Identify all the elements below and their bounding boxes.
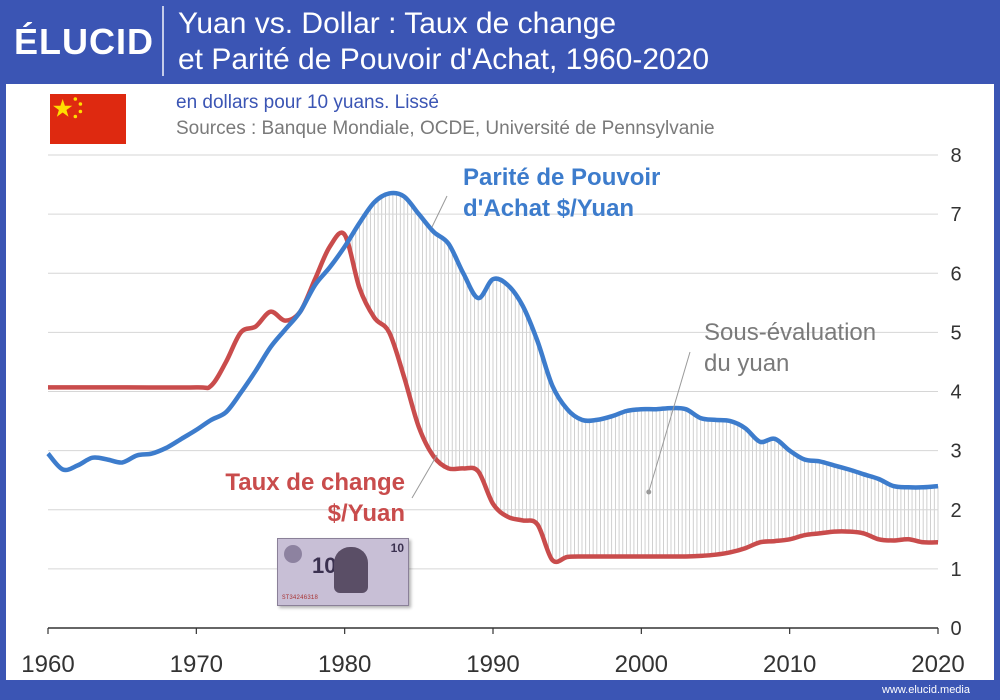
x-tick-label: 2020 bbox=[911, 651, 964, 678]
x-tick-label: 1960 bbox=[21, 651, 74, 678]
y-tick-label: 0 bbox=[950, 618, 961, 640]
y-tick-label: 5 bbox=[950, 322, 961, 344]
x-tick-label: 2000 bbox=[615, 651, 668, 678]
banknote-denomination: 10 bbox=[312, 553, 337, 578]
title-line-1: Yuan vs. Dollar : Taux de change bbox=[178, 7, 617, 40]
footer-url[interactable]: www.elucid.media bbox=[881, 684, 970, 696]
y-tick-label: 8 bbox=[950, 145, 961, 167]
exchange-label-leader bbox=[411, 454, 438, 499]
page-title: Yuan vs. Dollar : Taux de change et Pari… bbox=[178, 6, 988, 78]
y-tick-labels: 0 1 2 3 4 5 6 7 8 bbox=[950, 145, 961, 640]
chart-sources: Sources : Banque Mondiale, OCDE, Univers… bbox=[176, 118, 715, 139]
banknote-denomination-small: 10 bbox=[390, 541, 404, 555]
ppp-label-line-2: d'Achat $/Yuan bbox=[463, 195, 634, 222]
y-tick-label: 3 bbox=[950, 441, 961, 463]
chart-subtitle: en dollars pour 10 yuans. Lissé bbox=[176, 92, 439, 113]
y-tick-label: 2 bbox=[950, 500, 961, 522]
x-tick-label: 2010 bbox=[763, 651, 816, 678]
chart-panel bbox=[6, 84, 994, 680]
x-tick-label: 1970 bbox=[170, 651, 223, 678]
exchange-label-line-1: Taux de change bbox=[225, 469, 405, 496]
title-line-2: et Parité de Pouvoir d'Achat, 1960-2020 bbox=[178, 43, 710, 76]
series-lines bbox=[46, 190, 939, 565]
x-tick-label: 1980 bbox=[318, 651, 371, 678]
annotation-leader bbox=[648, 351, 691, 493]
brand-logo[interactable]: ÉLUCID bbox=[14, 21, 154, 62]
y-tick-label: 4 bbox=[950, 382, 961, 404]
x-tick-label: 1990 bbox=[466, 651, 519, 678]
ppp-label-leader bbox=[431, 195, 448, 228]
y-tick-label: 6 bbox=[950, 263, 961, 285]
header-bar: ÉLUCID Yuan vs. Dollar : Taux de change … bbox=[0, 0, 1000, 84]
y-tick-label: 1 bbox=[950, 559, 961, 581]
annotation-point bbox=[646, 489, 652, 495]
banknote-emblem bbox=[284, 545, 302, 563]
header-divider bbox=[162, 6, 164, 76]
china-flag-icon bbox=[50, 94, 126, 144]
banknote-serial: ST34246318 bbox=[282, 594, 319, 601]
x-tick-labels: 1960 1970 1980 1990 2000 2010 2020 bbox=[21, 651, 964, 678]
y-tick-label: 7 bbox=[950, 204, 961, 226]
annotation-line-2: du yuan bbox=[704, 350, 789, 377]
yuan-banknote-image: 10 10 ST34246318 bbox=[277, 538, 409, 606]
ppp-line bbox=[46, 190, 939, 490]
ppp-label-line-1: Parité de Pouvoir bbox=[463, 164, 660, 191]
annotation-line-1: Sous-évaluation bbox=[704, 319, 876, 346]
undervaluation-hatch-area bbox=[347, 193, 939, 561]
exchange-label-line-2: $/Yuan bbox=[328, 500, 405, 527]
banknote-portrait bbox=[334, 547, 368, 593]
series-labels: Parité de Pouvoir d'Achat $/Yuan Taux de c… bbox=[225, 164, 876, 527]
